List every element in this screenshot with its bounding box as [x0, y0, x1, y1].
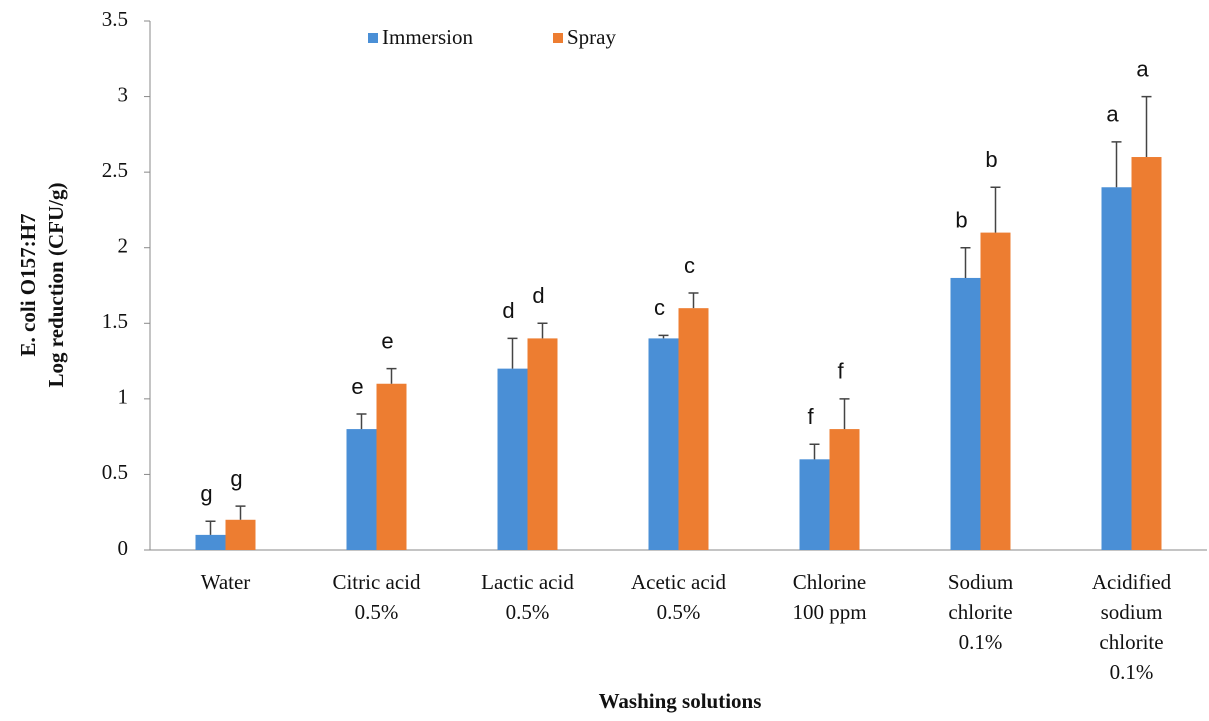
significance-letter: f — [837, 359, 844, 384]
y-tick-label: 2.5 — [102, 158, 128, 182]
x-axis-title: Washing solutions — [599, 689, 762, 713]
x-tick-label: 0.5% — [355, 600, 399, 624]
bar — [376, 383, 407, 550]
x-tick-label: 0.5% — [657, 600, 701, 624]
error-bar — [537, 322, 548, 339]
error-bar — [839, 398, 850, 430]
x-tick-label: Water — [201, 570, 251, 594]
bar — [980, 232, 1011, 550]
y-axis-title: E. coli O157:H7 Log reduction (CFU/g) — [16, 183, 68, 388]
error-bar — [205, 520, 216, 535]
significance-letter: f — [807, 404, 814, 429]
x-tick-label: Sodium — [948, 570, 1013, 594]
x-tick-label: Lactic acid — [481, 570, 574, 594]
significance-letter: a — [1136, 56, 1149, 81]
bar — [1131, 157, 1162, 550]
bar — [799, 459, 830, 550]
significance-letter: d — [502, 298, 514, 323]
significance-letter: e — [381, 328, 393, 353]
bar — [829, 429, 860, 550]
x-tick-label: 100 ppm — [792, 600, 866, 624]
significance-letter: c — [684, 253, 695, 278]
y-tick-label: 0.5 — [102, 460, 128, 484]
x-tick-label: 0.1% — [959, 630, 1003, 654]
error-bar — [386, 367, 397, 384]
x-tick-label: sodium — [1101, 600, 1163, 624]
legend-label: Immersion — [382, 25, 473, 49]
significance-letter: b — [955, 208, 967, 233]
y-axis-title-line: E. coli O157:H7 — [16, 214, 40, 357]
bar — [527, 338, 558, 550]
significance-letter: g — [200, 481, 212, 506]
y-tick-label: 2 — [118, 234, 129, 258]
error-bar — [658, 334, 669, 339]
error-bar — [356, 413, 367, 430]
x-tick-label: chlorite — [1099, 630, 1163, 654]
y-axis-title-line: Log reduction (CFU/g) — [44, 183, 68, 388]
bar — [346, 429, 377, 550]
significance-letter: c — [654, 295, 665, 320]
error-bar — [235, 505, 246, 520]
y-tick-label: 3 — [118, 82, 129, 106]
legend-label: Spray — [567, 25, 616, 49]
error-bar — [960, 246, 971, 278]
x-tick-label: Chlorine — [793, 570, 867, 594]
x-tick-label: Acetic acid — [631, 570, 727, 594]
x-tick-label: Acidified — [1092, 570, 1172, 594]
y-tick-label: 1 — [118, 385, 129, 409]
significance-letter: b — [985, 147, 997, 172]
legend-swatch — [368, 33, 378, 43]
significance-letter: d — [532, 283, 544, 308]
error-bar — [990, 186, 1001, 233]
error-bar — [1141, 95, 1152, 158]
bar — [497, 368, 528, 550]
y-tick-label: 0 — [118, 536, 129, 560]
error-bar — [809, 443, 820, 460]
x-tick-label: 0.1% — [1110, 660, 1154, 684]
bar — [1101, 187, 1132, 550]
bar — [678, 308, 709, 550]
bar — [648, 338, 679, 550]
error-bar — [507, 337, 518, 369]
bar — [225, 519, 256, 550]
x-tick-label: 0.5% — [506, 600, 550, 624]
legend-swatch — [553, 33, 563, 43]
significance-letter: g — [230, 466, 242, 491]
error-bar — [1111, 141, 1122, 188]
error-bar — [688, 292, 699, 309]
significance-letter: a — [1106, 102, 1119, 127]
y-tick-label: 3.5 — [102, 7, 128, 31]
x-tick-label: chlorite — [948, 600, 1012, 624]
y-tick-label: 1.5 — [102, 309, 128, 333]
bar — [950, 277, 981, 550]
bar — [195, 534, 226, 550]
x-tick-label: Citric acid — [332, 570, 421, 594]
significance-letter: e — [351, 374, 363, 399]
